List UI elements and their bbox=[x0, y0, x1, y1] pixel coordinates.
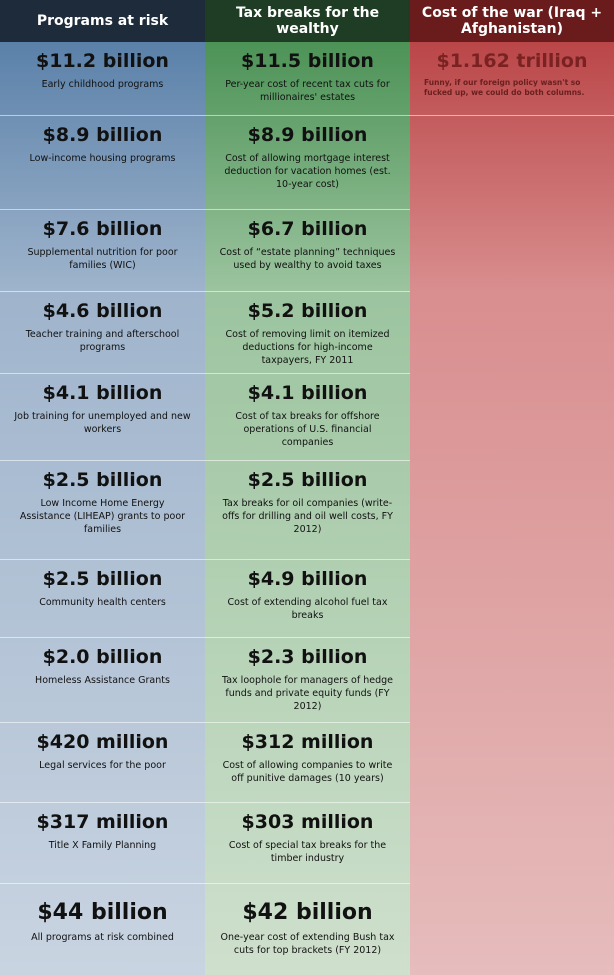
description: Cost of allowing mortgage interest deduc… bbox=[224, 153, 391, 190]
description: Community health centers bbox=[39, 597, 166, 608]
table-cell: $312 million Cost of allowing companies t… bbox=[205, 723, 410, 803]
table-cell: $2.0 billion Homeless Assistance Grants bbox=[0, 638, 205, 723]
table-cell: $4.1 billion Job training for unemployed … bbox=[0, 374, 205, 461]
table-cell: $2.5 billion Tax breaks for oil companies… bbox=[205, 461, 410, 560]
column-header: Tax breaks for the wealthy bbox=[205, 0, 410, 42]
amount: $420 million bbox=[36, 731, 169, 753]
table-cell: $8.9 billion Cost of allowing mortgage in… bbox=[205, 116, 410, 210]
amount: $44 billion bbox=[37, 900, 168, 925]
column-header: Cost of the war (Iraq + Afghanistan) bbox=[410, 0, 614, 42]
amount: $8.9 billion bbox=[42, 124, 163, 146]
description: Job training for unemployed and new work… bbox=[14, 411, 191, 435]
table-cell: $317 million Title X Family Planning bbox=[0, 803, 205, 884]
table-cell: $2.5 billion Community health centers bbox=[0, 560, 205, 638]
table-cell: $42 billion One-year cost of extending Bu… bbox=[205, 884, 410, 975]
description: Teacher training and afterschool program… bbox=[25, 329, 180, 353]
war-cell: $1.162 trillion Funny, if our foreign po… bbox=[410, 42, 614, 116]
description: Per-year cost of recent tax cuts for mil… bbox=[225, 79, 390, 103]
amount: $2.5 billion bbox=[42, 469, 163, 491]
amount: $4.1 billion bbox=[42, 382, 163, 404]
description: Tax loophole for managers of hedge funds… bbox=[221, 675, 394, 712]
description: One-year cost of extending Bush tax cuts… bbox=[220, 932, 395, 956]
amount: $312 million bbox=[241, 731, 374, 753]
column-background bbox=[205, 0, 410, 975]
note: Funny, if our foreign policy wasn't so f… bbox=[424, 78, 585, 97]
amount: $4.1 billion bbox=[247, 382, 368, 404]
table-cell: $44 billion All programs at risk combined bbox=[0, 884, 205, 975]
table-cell: $2.3 billion Tax loophole for managers of… bbox=[205, 638, 410, 723]
table-cell: $5.2 billion Cost of removing limit on it… bbox=[205, 292, 410, 374]
table-cell: $6.7 billion Cost of “estate planning” te… bbox=[205, 210, 410, 292]
description: Early childhood programs bbox=[41, 79, 164, 90]
amount: $11.5 billion bbox=[241, 50, 374, 72]
table-cell: $7.6 billion Supplemental nutrition for p… bbox=[0, 210, 205, 292]
table-cell: $11.2 billion Early childhood programs bbox=[0, 42, 205, 116]
column-header: Programs at risk bbox=[0, 0, 205, 42]
description: Tax breaks for oil companies (write-offs… bbox=[222, 498, 393, 535]
table-cell: $420 million Legal services for the poor bbox=[0, 723, 205, 803]
table-cell: $8.9 billion Low-income housing programs bbox=[0, 116, 205, 210]
table-cell: $4.1 billion Cost of tax breaks for offsh… bbox=[205, 374, 410, 461]
amount: $4.6 billion bbox=[42, 300, 163, 322]
amount: $8.9 billion bbox=[247, 124, 368, 146]
description: Low-income housing programs bbox=[29, 153, 176, 164]
column-background bbox=[0, 0, 205, 975]
description: Low Income Home Energy Assistance (LIHEA… bbox=[19, 498, 186, 535]
table-cell: $303 million Cost of special tax breaks f… bbox=[205, 803, 410, 884]
amount: $2.3 billion bbox=[247, 646, 368, 668]
description: Cost of extending alcohol fuel tax break… bbox=[227, 597, 388, 621]
amount: $2.5 billion bbox=[42, 568, 163, 590]
table-cell: $2.5 billion Low Income Home Energy Assis… bbox=[0, 461, 205, 560]
amount: $1.162 trillion bbox=[436, 50, 588, 72]
amount: $4.9 billion bbox=[247, 568, 368, 590]
description: Cost of allowing companies to write off … bbox=[222, 760, 393, 784]
amount: $5.2 billion bbox=[247, 300, 368, 322]
table-cell: $4.6 billion Teacher training and aftersc… bbox=[0, 292, 205, 374]
amount: $42 billion bbox=[242, 900, 373, 925]
amount: $2.5 billion bbox=[247, 469, 368, 491]
description: Legal services for the poor bbox=[39, 760, 166, 771]
description: All programs at risk combined bbox=[31, 932, 174, 943]
description: Title X Family Planning bbox=[48, 840, 157, 851]
table-cell: $11.5 billion Per-year cost of recent tax… bbox=[205, 42, 410, 116]
description: Homeless Assistance Grants bbox=[35, 675, 170, 686]
description: Cost of removing limit on itemized deduc… bbox=[225, 329, 390, 366]
amount: $11.2 billion bbox=[36, 50, 169, 72]
description: Cost of “estate planning” techniques use… bbox=[219, 247, 396, 271]
table-cell: $4.9 billion Cost of extending alcohol fu… bbox=[205, 560, 410, 638]
description: Supplemental nutrition for poor families… bbox=[27, 247, 178, 271]
column-background bbox=[410, 0, 614, 975]
amount: $317 million bbox=[36, 811, 169, 833]
amount: $2.0 billion bbox=[42, 646, 163, 668]
amount: $7.6 billion bbox=[42, 218, 163, 240]
amount: $303 million bbox=[241, 811, 374, 833]
description: Cost of tax breaks for offshore operatio… bbox=[235, 411, 380, 448]
description: Cost of special tax breaks for the timbe… bbox=[228, 840, 387, 864]
amount: $6.7 billion bbox=[247, 218, 368, 240]
